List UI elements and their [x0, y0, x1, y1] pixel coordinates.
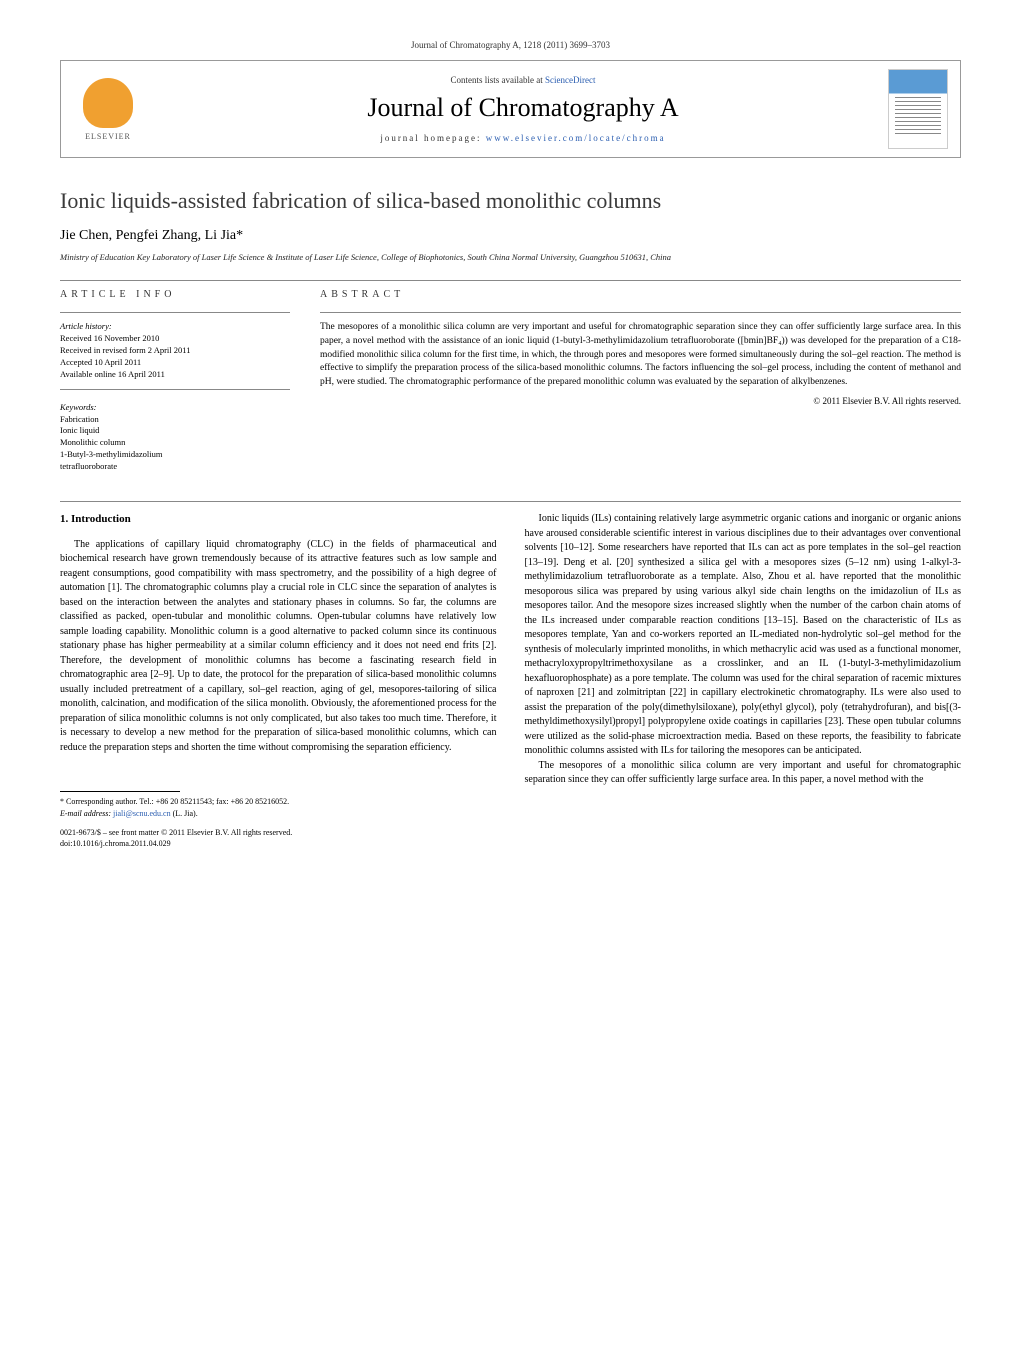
footer-block: * Corresponding author. Tel.: +86 20 852…: [60, 791, 497, 849]
abstract-text: The mesopores of a monolithic silica col…: [320, 321, 961, 390]
homepage-prefix: journal homepage:: [380, 133, 485, 143]
divider-body: [60, 501, 961, 502]
intro-p1: The applications of capillary liquid chr…: [60, 538, 497, 756]
footer-divider: [60, 791, 180, 792]
meta-abstract-row: ARTICLE INFO Article history: Received 1…: [60, 289, 961, 473]
body-column-right: Ionic liquids (ILs) containing relativel…: [525, 512, 962, 849]
email-suffix: (L. Jia).: [171, 809, 198, 818]
journal-title: Journal of Chromatography A: [158, 93, 888, 123]
article-title: Ionic liquids-assisted fabrication of si…: [60, 188, 961, 214]
journal-header-box: ELSEVIER Contents lists available at Sci…: [60, 60, 961, 158]
body-column-left: 1. Introduction The applications of capi…: [60, 512, 497, 849]
divider-abstract: [320, 312, 961, 313]
authors-line: Jie Chen, Pengfei Zhang, Li Jia*: [60, 228, 961, 244]
contents-prefix: Contents lists available at: [451, 75, 545, 85]
history-label: Article history:: [60, 321, 290, 331]
homepage-link[interactable]: www.elsevier.com/locate/chroma: [486, 133, 666, 143]
elsevier-tree-icon: [83, 78, 133, 128]
doi-line: doi:10.1016/j.chroma.2011.04.029: [60, 838, 497, 849]
abstract-heading: ABSTRACT: [320, 289, 961, 300]
article-info-heading: ARTICLE INFO: [60, 289, 290, 300]
email-link[interactable]: jiali@scnu.edu.cn: [113, 809, 171, 818]
divider-info: [60, 312, 290, 313]
publisher-logo: ELSEVIER: [73, 69, 143, 149]
homepage-line: journal homepage: www.elsevier.com/locat…: [158, 133, 888, 143]
intro-p2: Ionic liquids (ILs) containing relativel…: [525, 512, 962, 759]
divider-history: [60, 389, 290, 390]
history-text: Received 16 November 2010 Received in re…: [60, 333, 290, 381]
issn-line: 0021-9673/$ – see front matter © 2011 El…: [60, 827, 497, 838]
divider-top: [60, 280, 961, 281]
contents-available-line: Contents lists available at ScienceDirec…: [158, 75, 888, 85]
section-1-heading: 1. Introduction: [60, 512, 497, 528]
header-citation: Journal of Chromatography A, 1218 (2011)…: [60, 40, 961, 50]
publisher-name: ELSEVIER: [85, 132, 131, 141]
keywords-label: Keywords:: [60, 402, 290, 412]
email-label: E-mail address:: [60, 809, 113, 818]
keywords-text: Fabrication Ionic liquid Monolithic colu…: [60, 414, 290, 473]
article-info-block: ARTICLE INFO Article history: Received 1…: [60, 289, 290, 473]
email-line: E-mail address: jiali@scnu.edu.cn (L. Ji…: [60, 808, 497, 819]
corresponding-author: * Corresponding author. Tel.: +86 20 852…: [60, 796, 497, 807]
abstract-block: ABSTRACT The mesopores of a monolithic s…: [320, 289, 961, 473]
journal-cover-thumbnail: [888, 69, 948, 149]
journal-center-block: Contents lists available at ScienceDirec…: [158, 75, 888, 143]
affiliation-line: Ministry of Education Key Laboratory of …: [60, 252, 961, 262]
intro-p3: The mesopores of a monolithic silica col…: [525, 759, 962, 788]
sciencedirect-link[interactable]: ScienceDirect: [545, 75, 595, 85]
copyright-line: © 2011 Elsevier B.V. All rights reserved…: [320, 396, 961, 406]
body-columns: 1. Introduction The applications of capi…: [60, 512, 961, 849]
